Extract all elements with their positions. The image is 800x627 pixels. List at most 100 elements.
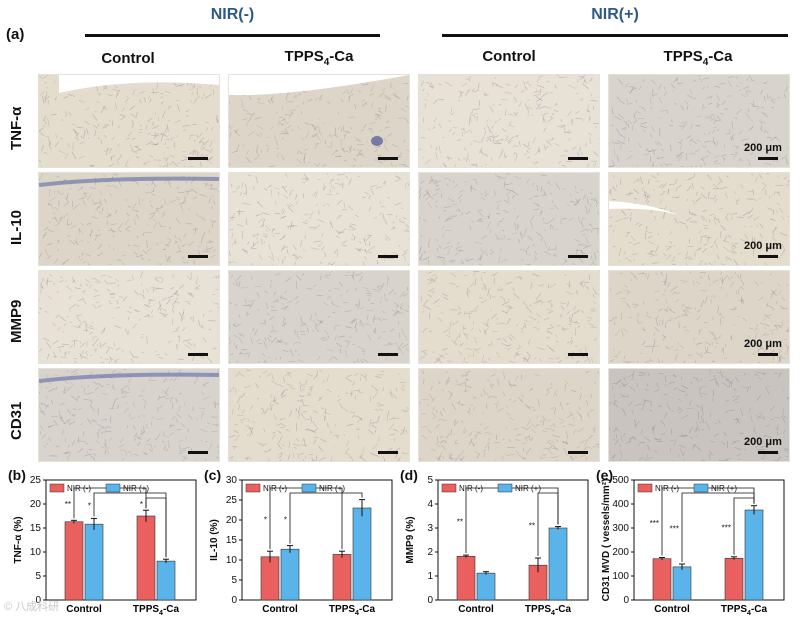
- significance-label: **: [65, 500, 71, 509]
- bar-nir-plus-control: [477, 573, 495, 600]
- bar-nir-plus-tpps: [745, 510, 763, 600]
- legend: NIR (-) NIR (+): [50, 484, 149, 493]
- scale-label: 200 μm: [744, 338, 782, 350]
- micrograph-tnf-control-nir-plus: [418, 74, 600, 168]
- scale-bar: [378, 157, 398, 160]
- significance-bracket: [270, 488, 342, 549]
- significance-label: *: [88, 502, 91, 511]
- legend-label: NIR (+): [123, 484, 149, 493]
- legend: NIR (-) NIR (+): [246, 484, 345, 493]
- legend-swatch: [694, 484, 708, 492]
- legend-label: NIR (+): [711, 484, 737, 493]
- micrograph-cd31-tpps-nir-minus: [228, 368, 410, 462]
- legend-label: NIR (-): [263, 484, 287, 493]
- scale-bar: [758, 255, 778, 258]
- significance-label: *: [264, 516, 267, 525]
- legend-swatch: [498, 484, 512, 492]
- x-tick-label-control: Control: [66, 604, 102, 615]
- legend-label: NIR (-): [67, 484, 91, 493]
- y-tick-label: 4: [427, 499, 433, 510]
- bar-nir-minus-tpps: [333, 554, 351, 600]
- y-tick-label: 5: [427, 475, 433, 486]
- legend-swatch: [442, 484, 456, 492]
- y-tick-label: 30: [226, 475, 238, 486]
- legend: NIR (-) NIR (+): [638, 484, 737, 493]
- significance-label: *: [140, 500, 143, 509]
- significance-label: ***: [722, 523, 731, 532]
- micrograph-cd31-control-nir-plus: [418, 368, 600, 462]
- scale-bar: [378, 451, 398, 454]
- group-bar-nir-minus: [85, 34, 380, 37]
- scale-bar: [378, 353, 398, 356]
- y-tick-label: 20: [226, 515, 238, 526]
- group-bar-nir-plus: [442, 34, 788, 37]
- y-tick-label: 400: [612, 499, 629, 510]
- scale-bar: [188, 353, 208, 356]
- y-tick-label: 5: [35, 571, 41, 582]
- significance-bracket: [682, 493, 754, 562]
- significance-bracket: [466, 488, 558, 553]
- y-tick-label: 500: [612, 475, 629, 486]
- y-tick-label: 2: [427, 547, 433, 558]
- group-title-nir-plus: NIR(+): [442, 6, 788, 24]
- column-title-control-nir-plus: Control: [418, 48, 600, 65]
- scale-bar: [758, 451, 778, 454]
- column-title-control-nir-minus: Control: [38, 50, 218, 67]
- x-tick-label-tpps: TPPS4-Ca: [721, 604, 768, 617]
- legend-swatch: [50, 484, 64, 492]
- micrograph-cd31-control-nir-minus: [38, 368, 220, 462]
- significance-label: **: [529, 522, 535, 531]
- scale-bar: [568, 157, 588, 160]
- scale-bar: [188, 451, 208, 454]
- x-tick-label-control: Control: [262, 604, 298, 615]
- bar-nir-minus-control: [65, 522, 83, 600]
- y-tick-label: 15: [30, 523, 42, 534]
- y-tick-label: 200: [612, 547, 629, 558]
- bar-nir-minus-control: [261, 557, 279, 600]
- y-tick-label: 5: [231, 575, 237, 586]
- significance-label: ***: [670, 525, 679, 534]
- scale-bar: [188, 255, 208, 258]
- micrograph-tnf-control-nir-minus: [38, 74, 220, 168]
- legend-swatch: [106, 484, 120, 492]
- legend-label: NIR (+): [515, 484, 541, 493]
- x-tick-label-tpps: TPPS4-Ca: [525, 604, 572, 617]
- significance-bracket: [290, 493, 362, 544]
- scale-bar: [568, 353, 588, 356]
- legend-label: NIR (+): [319, 484, 345, 493]
- group-title-nir-minus: NIR(-): [85, 6, 380, 24]
- x-tick-label-tpps: TPPS4-Ca: [133, 604, 180, 617]
- bar-nir-minus-tpps: [725, 558, 743, 600]
- y-axis-label: IL-10 (%): [209, 519, 220, 561]
- legend-label: NIR (-): [459, 484, 483, 493]
- row-label-tnf: TNF-α: [8, 107, 25, 150]
- scale-bar: [568, 255, 588, 258]
- y-tick-label: 100: [612, 571, 629, 582]
- watermark: © 八成科研: [4, 598, 59, 614]
- row-label-il10: IL-10: [8, 210, 25, 245]
- bar-nir-plus-tpps: [549, 528, 567, 600]
- y-tick-label: 10: [226, 555, 238, 566]
- bar-nir-plus-tpps: [157, 561, 175, 600]
- scale-label: 200 μm: [744, 240, 782, 252]
- legend-swatch: [638, 484, 652, 492]
- row-label-cd31: CD31: [8, 402, 25, 440]
- scale-bar: [758, 157, 778, 160]
- legend-swatch: [302, 484, 316, 492]
- scale-bar: [568, 451, 588, 454]
- y-tick-label: 0: [231, 595, 237, 606]
- significance-label: ***: [650, 519, 659, 528]
- legend-label: NIR (-): [655, 484, 679, 493]
- y-axis-label: CD31 MVD ( vessels/mm²): [601, 479, 612, 602]
- panel-letter: (c): [204, 467, 221, 483]
- bar-nir-plus-control: [673, 567, 691, 600]
- micrograph-mmp9-tpps-nir-minus: [228, 270, 410, 364]
- y-tick-label: 300: [612, 523, 629, 534]
- micrograph-il10-control-nir-plus: [418, 172, 600, 266]
- micrograph-mmp9-control-nir-plus: [418, 270, 600, 364]
